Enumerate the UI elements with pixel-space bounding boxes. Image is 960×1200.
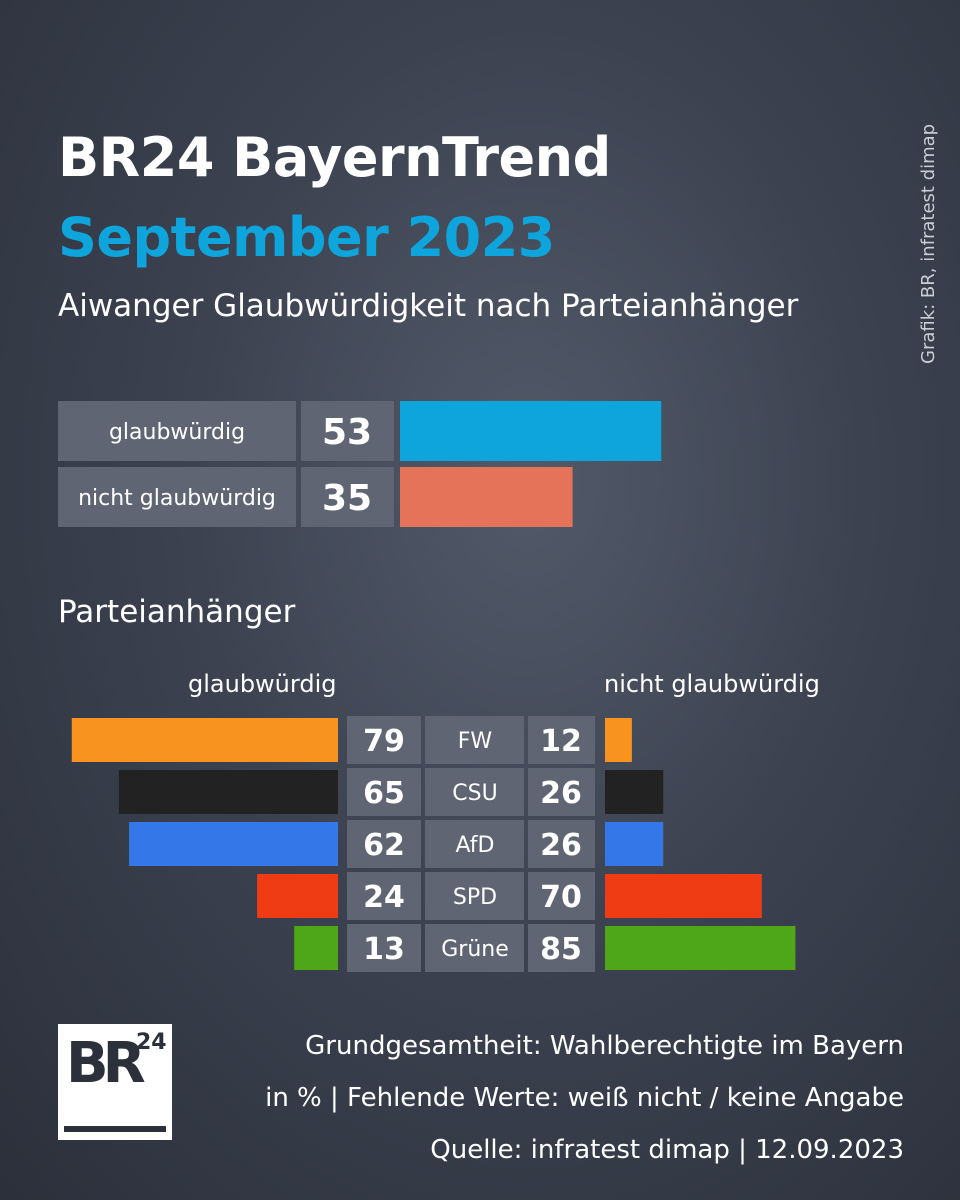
party-value-box-not-credible <box>528 924 595 972</box>
party-value-box-credible <box>347 820 421 868</box>
logo-text: BR <box>66 1031 146 1096</box>
party-name-label: CSU <box>452 781 497 806</box>
party-value-credible: 79 <box>363 724 405 759</box>
overall-category-label: nicht glaubwürdig <box>78 486 276 511</box>
logo-bar <box>64 1126 166 1132</box>
br24-logo: BR 24 <box>58 1024 172 1140</box>
party-name-box <box>425 872 524 920</box>
party-value-not-credible: 70 <box>540 880 582 915</box>
legend-credible: glaubwürdig <box>188 670 337 698</box>
section-title: Parteianhänger <box>58 594 296 630</box>
party-value-not-credible: 85 <box>540 932 582 967</box>
page-title: BR24 BayernTrend <box>58 126 611 189</box>
party-bar-credible <box>257 874 338 918</box>
party-value-box-credible <box>347 872 421 920</box>
party-bar-not-credible <box>605 770 664 814</box>
party-bar-not-credible <box>605 718 632 762</box>
party-value-credible: 13 <box>363 932 405 967</box>
overall-value-box <box>301 401 394 461</box>
legend-not-credible: nicht glaubwürdig <box>604 670 820 698</box>
party-value-credible: 24 <box>363 880 405 915</box>
party-name-label: Grüne <box>441 937 509 962</box>
party-value-not-credible: 12 <box>540 724 582 759</box>
party-bar-credible <box>294 926 338 970</box>
page-subtitle: Aiwanger Glaubwürdigkeit nach Parteianhä… <box>58 288 799 324</box>
party-value-box-not-credible <box>528 716 595 764</box>
party-name-box <box>425 820 524 868</box>
overall-label-box <box>58 401 296 461</box>
overall-bar <box>400 401 662 461</box>
party-name-box <box>425 924 524 972</box>
party-bar-credible <box>129 822 338 866</box>
party-value-box-credible <box>347 768 421 816</box>
party-value-box-not-credible <box>528 820 595 868</box>
party-name-box <box>425 768 524 816</box>
party-bar-credible <box>71 718 339 762</box>
party-value-box-credible <box>347 716 421 764</box>
footer-unit-note: in % | Fehlende Werte: weiß nicht / kein… <box>265 1083 904 1113</box>
party-value-credible: 62 <box>363 828 405 863</box>
party-value-not-credible: 26 <box>540 776 582 811</box>
overall-value-label: 35 <box>322 478 372 519</box>
party-value-box-not-credible <box>528 768 595 816</box>
party-value-box-not-credible <box>528 872 595 920</box>
party-name-label: FW <box>458 729 493 754</box>
footer-notes: Grundgesamtheit: Wahlberechtigte im Baye… <box>265 1020 904 1176</box>
overall-category-label: glaubwürdig <box>109 420 245 445</box>
party-value-box-credible <box>347 924 421 972</box>
party-bar-not-credible <box>605 874 762 918</box>
party-value-credible: 65 <box>363 776 405 811</box>
party-name-box <box>425 716 524 764</box>
footer-source: Quelle: infratest dimap | 12.09.2023 <box>430 1135 904 1165</box>
overall-value-label: 53 <box>322 412 372 453</box>
page-date: September 2023 <box>58 206 555 269</box>
party-name-label: SPD <box>453 885 497 910</box>
logo-superscript: 24 <box>136 1030 167 1055</box>
party-bar-credible <box>118 770 338 814</box>
footer-population: Grundgesamtheit: Wahlberechtigte im Baye… <box>305 1031 904 1061</box>
overall-label-box <box>58 467 296 527</box>
party-bar-not-credible <box>605 822 664 866</box>
overall-bar <box>400 467 573 527</box>
party-bar-not-credible <box>605 926 796 970</box>
party-name-label: AfD <box>456 833 495 858</box>
party-value-not-credible: 26 <box>540 828 582 863</box>
overall-value-box <box>301 467 394 527</box>
